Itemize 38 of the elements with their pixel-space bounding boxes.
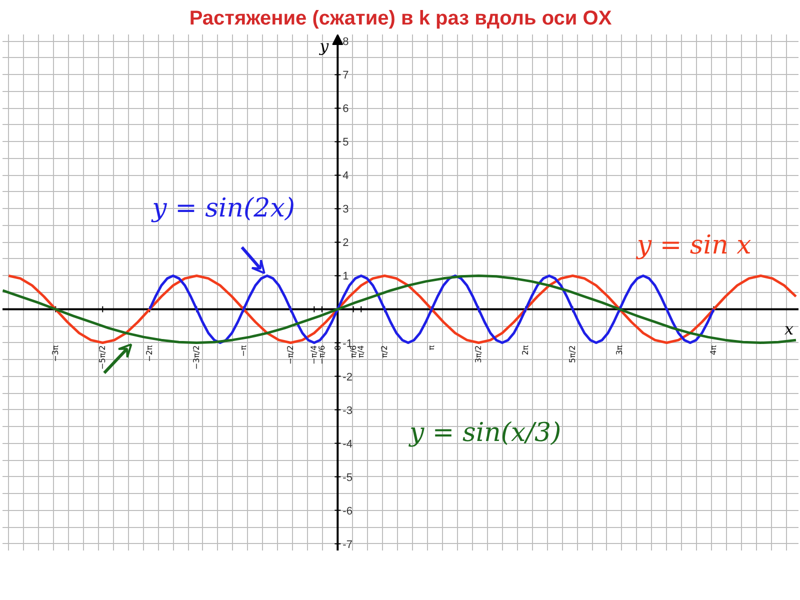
- x-tick-label: π/4: [356, 345, 366, 358]
- x-tick-label: π: [427, 345, 436, 350]
- series-label: y = sin x: [636, 230, 752, 261]
- x-tick-label: 2π: [521, 345, 530, 356]
- x-tick-label: 4π: [709, 345, 718, 356]
- text: y = sin(x/3): [408, 418, 562, 448]
- y-tick-label: 6: [342, 103, 349, 116]
- x-tick-label: π/2: [380, 345, 390, 358]
- x-tick-label: −π/4: [310, 345, 319, 365]
- x-tick-label: −π: [239, 345, 248, 357]
- x-tick-label: 5π/2: [568, 345, 578, 363]
- x-tick-label: 0: [334, 345, 343, 350]
- x-tick-label: −π/2: [286, 345, 296, 365]
- y-tick-label: -2: [342, 371, 352, 384]
- x-tick-label: −3π: [51, 345, 60, 362]
- text: y = sin(2x): [151, 194, 296, 224]
- y-tick-label: 4: [342, 170, 349, 182]
- y-tick-label: -3: [342, 404, 352, 417]
- y-tick-label: 3: [342, 204, 349, 216]
- y-tick-label: -4: [342, 438, 352, 450]
- y-tick-label: 1: [342, 270, 349, 283]
- y-tick-label: -5: [342, 472, 352, 484]
- x-tick-label: −π/6: [317, 345, 326, 365]
- x-tick-label: −5π/2: [98, 345, 108, 370]
- x-axis-title: x: [784, 319, 794, 338]
- x-tick-label: −3π/2: [192, 345, 202, 370]
- y-tick-label: 8: [342, 36, 349, 48]
- y-tick-label: 2: [342, 237, 349, 250]
- x-tick-label: −2π: [145, 345, 154, 362]
- y-axis-title: y: [318, 36, 330, 56]
- y-tick-label: -7: [342, 538, 352, 551]
- y-tick-label: 7: [342, 70, 349, 82]
- chart-title: Растяжение (сжатие) в k раз вдоль оси OX: [189, 8, 612, 30]
- x-tick-label: π/6: [348, 345, 358, 358]
- y-tick-label: -6: [342, 505, 352, 518]
- x-tick-label: 3π: [615, 345, 624, 356]
- x-tick-label: 3π/2: [474, 345, 484, 363]
- y-tick-label: 5: [342, 136, 349, 149]
